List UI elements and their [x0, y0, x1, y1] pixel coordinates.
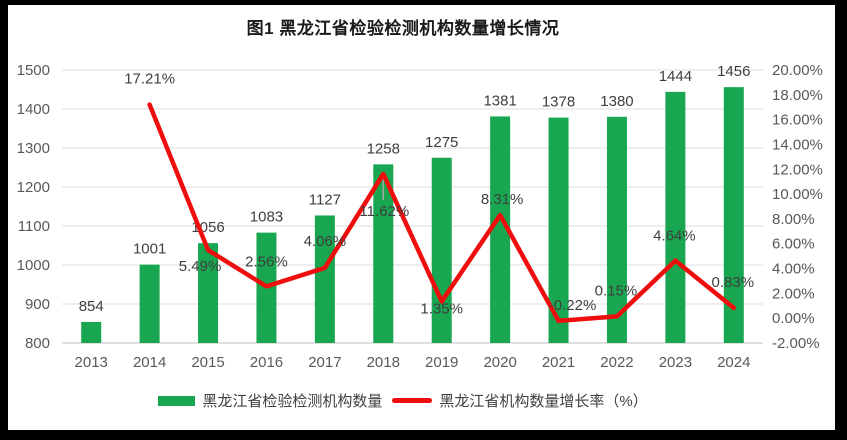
growth-rate-line [147, 102, 737, 324]
chart-title: 图1 黑龙江省检验检测机构数量增长情况 [246, 19, 560, 38]
line-point-label: 4.64% [653, 228, 696, 245]
line-point-label: 5.49% [179, 258, 222, 275]
right-axis-tick-label: 16.00% [772, 112, 823, 129]
bar-value-label: 1378 [542, 94, 575, 111]
legend: 黑龙江省检验检测机构数量 黑龙江省机构数量增长率（%） [8, 390, 798, 411]
bar-value-label: 1001 [133, 241, 166, 258]
right-axis-tick-label: 2.00% [772, 285, 815, 302]
bar-2014 [139, 264, 160, 343]
bar-2022 [606, 116, 627, 343]
line-point-label: 4.06% [304, 233, 347, 250]
bar-value-label: 1258 [367, 140, 400, 157]
bar-2024 [723, 87, 744, 343]
bar-2015 [198, 243, 219, 343]
right-axis-tick-label: 14.00% [772, 136, 823, 153]
bar-2020 [490, 116, 511, 343]
legend-label-line: 黑龙江省机构数量增长率（%） [439, 393, 648, 410]
right-axis-tick-label: 6.00% [772, 236, 815, 253]
legend-label-bars: 黑龙江省检验检测机构数量 [202, 393, 383, 410]
line-point-label: 2.56% [245, 253, 288, 270]
left-axis-tick-label: 900 [25, 296, 50, 313]
bar-2013 [81, 321, 102, 343]
right-axis-tick-label: 4.00% [772, 261, 815, 278]
right-axis-tick-label: 8.00% [772, 211, 815, 228]
right-axis-tick-label: 0.00% [772, 310, 815, 327]
left-axis-tick-label: 1300 [17, 140, 50, 157]
line-series-swatch-icon [392, 398, 433, 403]
x-axis-label: 2023 [659, 354, 692, 371]
line-point-label: 17.21% [124, 71, 175, 88]
bar-value-label: 1083 [250, 209, 283, 226]
right-axis-tick-label: 18.00% [772, 87, 823, 104]
line-point-label: 11.62% [359, 203, 409, 220]
line-point-label: 0.15% [595, 282, 638, 299]
x-axis-label: 2019 [425, 354, 458, 371]
x-axis-label: 2014 [133, 354, 166, 371]
line-point-label: -0.22% [549, 297, 597, 314]
bar-value-label: 1275 [425, 134, 458, 151]
x-axis-label: 2013 [75, 354, 108, 371]
x-axis-label: 2018 [367, 354, 400, 371]
right-axis-tick-label: -2.00% [772, 335, 820, 352]
left-axis-tick-label: 1000 [17, 257, 50, 274]
line-point-label: 8.31% [481, 191, 524, 208]
x-axis-label: 2022 [600, 354, 633, 371]
bar-value-label: 1444 [659, 68, 692, 85]
legend-item-line: 黑龙江省机构数量增长率（%） [392, 390, 648, 411]
bar-value-label: 854 [79, 298, 104, 315]
left-axis-tick-label: 1500 [17, 62, 50, 79]
x-axis-label: 2024 [717, 354, 750, 371]
x-axis-label: 2017 [308, 354, 341, 371]
left-axis-tick-label: 1200 [17, 179, 50, 196]
x-axis-label: 2016 [250, 354, 283, 371]
bar-value-label: 1381 [483, 92, 516, 109]
x-axis-label: 2021 [542, 354, 575, 371]
left-axis-tick-label: 1100 [18, 218, 50, 235]
left-axis-tick-label: 800 [25, 335, 50, 352]
bar-value-label: 1380 [600, 93, 633, 110]
right-axis-tick-label: 12.00% [772, 161, 823, 178]
bar-2018 [373, 164, 394, 343]
legend-item-bars: 黑龙江省检验检测机构数量 [158, 390, 382, 411]
x-axis-label: 2015 [191, 354, 224, 371]
bar-2017 [314, 215, 335, 343]
left-axis-tick-label: 1400 [17, 101, 50, 118]
right-axis-tick-label: 10.00% [772, 186, 823, 203]
bar-series-swatch-icon [158, 395, 196, 406]
right-axis-tick-label: 20.00% [772, 62, 823, 79]
bar-2023 [665, 91, 686, 343]
bar-value-label: 1456 [717, 63, 750, 80]
x-axis-label: 2020 [483, 354, 516, 371]
line-point-label: 1.35% [420, 300, 463, 317]
line-point-label: 0.83% [712, 274, 755, 291]
chart-background [8, 5, 835, 430]
bar-value-label: 1127 [309, 191, 341, 208]
bar-2021 [548, 117, 569, 343]
